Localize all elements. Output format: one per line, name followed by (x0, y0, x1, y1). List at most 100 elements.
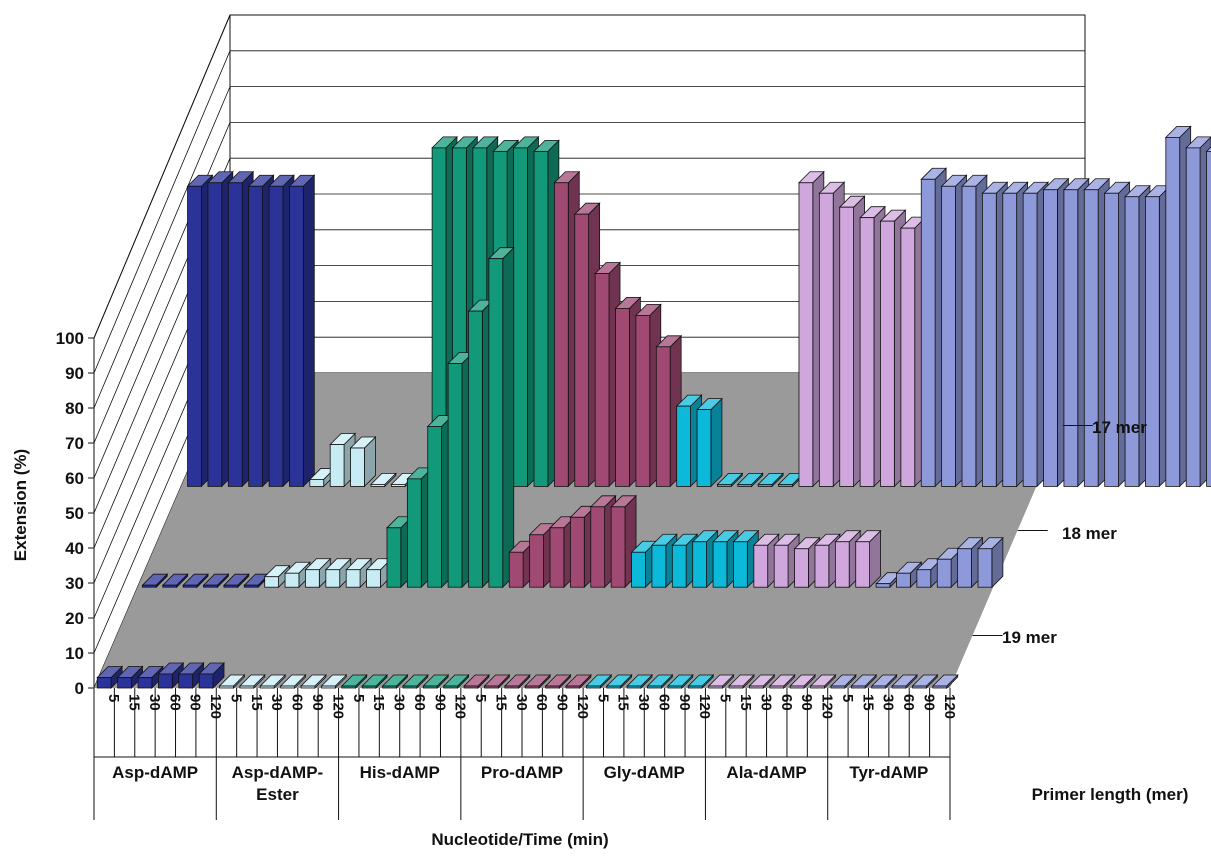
time-label: 120 (329, 694, 346, 719)
y-tick-label: 20 (65, 609, 84, 628)
y-tick-label: 90 (65, 364, 84, 383)
bar-18mer-1-3 (324, 557, 352, 589)
time-label: 90 (431, 694, 448, 711)
time-label: 30 (635, 694, 652, 711)
time-label: 15 (859, 694, 876, 711)
bar-19mer-2-4 (422, 674, 450, 689)
y-tick-label: 40 (65, 539, 84, 558)
bar-19mer-4-3 (646, 674, 674, 689)
time-label: 30 (268, 694, 285, 711)
time-label: 15 (370, 694, 387, 711)
bar-19mer-1-0 (218, 674, 246, 689)
time-label: 30 (391, 694, 408, 711)
bar-19mer-0-5 (198, 662, 225, 689)
bar-18mer-5-5 (854, 529, 882, 589)
time-label: 120 (696, 694, 713, 719)
group-label: Asp-dAMP (112, 763, 198, 782)
y-tick-label: 100 (56, 329, 84, 348)
bar-17mer-1-1 (329, 432, 357, 488)
x-axis-label: Nucleotide/Time (min) (431, 830, 608, 849)
time-label: 120 (941, 694, 958, 719)
bar-19mer-5-4 (789, 674, 817, 689)
bar-19mer-0-0 (96, 665, 124, 689)
bar-18mer-1-1 (284, 561, 311, 589)
chart-bars (96, 125, 1211, 689)
bar-19mer-4-5 (687, 674, 715, 689)
bar-18mer-6-5 (977, 536, 1004, 589)
bar-17mer-8-2 (1205, 146, 1211, 487)
time-label: 30 (513, 694, 530, 711)
bar-19mer-2-2 (381, 674, 409, 689)
bar-17mer-4-0 (675, 394, 703, 488)
gridline-left (93, 86, 231, 409)
time-label: 5 (717, 694, 734, 702)
time-label: 60 (411, 694, 428, 711)
y-tick-label: 0 (75, 679, 84, 698)
y-tick-label: 50 (65, 504, 84, 523)
group-label: His-dAMP (360, 763, 440, 782)
bar-19mer-3-0 (463, 674, 490, 689)
time-label: 5 (105, 694, 122, 702)
bar-19mer-1-1 (238, 674, 266, 689)
time-label: 5 (594, 694, 611, 702)
bar-19mer-0-4 (177, 662, 205, 689)
z-axis-label: Primer length (mer) (1032, 785, 1189, 804)
group-label: Asp-dAMP- (232, 763, 324, 782)
bar-19mer-3-2 (503, 674, 531, 689)
bar-18mer-2-5 (487, 246, 515, 589)
time-label: 60 (778, 694, 795, 711)
group-label: Gly-dAMP (604, 763, 685, 782)
time-label: 5 (227, 694, 244, 702)
time-label: 30 (757, 694, 774, 711)
group-label: Ala-dAMP (726, 763, 806, 782)
bar-18mer-1-2 (304, 557, 332, 589)
bar-19mer-3-1 (483, 674, 511, 689)
bar-19mer-6-0 (830, 674, 857, 689)
bar-19mer-2-0 (340, 674, 368, 689)
bar-19mer-4-2 (626, 674, 653, 689)
bar-19mer-6-3 (891, 674, 918, 689)
gridline-left (93, 14, 231, 339)
time-label: 120 (452, 694, 469, 719)
bar-18mer-0-2 (182, 573, 209, 589)
bar-19mer-5-5 (809, 674, 837, 689)
bar-17mer-4-3 (736, 472, 764, 488)
time-label: 120 (574, 694, 591, 719)
bar-18mer-0-3 (202, 573, 230, 589)
bar-19mer-4-4 (666, 674, 694, 689)
bar-19mer-2-5 (442, 674, 470, 689)
time-label: 120 (207, 694, 224, 719)
time-label: 60 (900, 694, 917, 711)
time-label: 120 (819, 694, 836, 719)
time-label: 60 (655, 694, 672, 711)
time-label: 15 (615, 694, 632, 711)
bar-17mer-0-5 (288, 174, 316, 488)
bar-19mer-3-5 (565, 674, 592, 689)
group-label: Ester (256, 785, 299, 804)
time-label: 30 (880, 694, 897, 711)
bar-19mer-6-1 (850, 674, 878, 689)
y-tick-label: 60 (65, 469, 84, 488)
series-label-18mer: 18 mer (1062, 524, 1117, 543)
bar-18mer-0-4 (222, 573, 250, 589)
series-label-19mer: 19 mer (1002, 628, 1057, 647)
time-label: 90 (676, 694, 693, 711)
group-label: Tyr-dAMP (849, 763, 928, 782)
y-tick-label: 10 (65, 644, 84, 663)
bar-17mer-4-1 (696, 397, 723, 488)
gridline-left (93, 50, 231, 374)
y-tick-label: 70 (65, 434, 84, 453)
bar-19mer-0-1 (116, 665, 144, 689)
time-label: 90 (187, 694, 204, 711)
bar-19mer-6-4 (911, 674, 939, 689)
y-axis-label: Extension (%) (11, 449, 30, 561)
bar-19mer-5-2 (748, 674, 776, 689)
bar-19mer-6-5 (931, 674, 959, 689)
time-label: 15 (248, 694, 265, 711)
time-label: 30 (146, 694, 163, 711)
bar-19mer-1-5 (320, 674, 348, 689)
bar-19mer-3-4 (544, 674, 572, 689)
bar-19mer-1-2 (259, 674, 287, 689)
